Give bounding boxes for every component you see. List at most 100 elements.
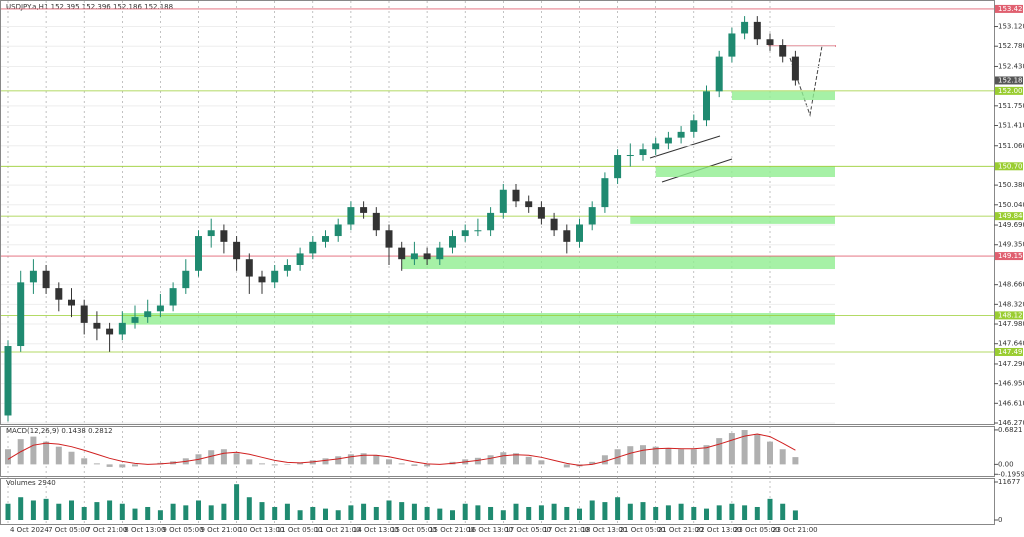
zone xyxy=(630,216,835,224)
volume-bar xyxy=(437,508,443,520)
level-tag xyxy=(995,86,1023,95)
volume-bar xyxy=(69,500,74,520)
volume-bar xyxy=(589,500,595,520)
volume-bar xyxy=(767,498,773,520)
candle-body xyxy=(29,270,37,283)
volume-bar xyxy=(411,503,417,520)
volume-bar xyxy=(196,500,201,520)
macd-bar xyxy=(589,461,596,465)
level-tag xyxy=(995,252,1023,261)
volume-bar xyxy=(234,484,240,520)
macd-bar xyxy=(284,464,291,465)
volume-bar xyxy=(170,503,176,520)
candle-body xyxy=(741,21,749,34)
x-tick-label: 18 Oct 13:00 xyxy=(582,526,628,534)
volume-bar xyxy=(323,508,328,520)
y-tick-label: 148.660 xyxy=(998,281,1024,289)
macd-bar xyxy=(525,456,532,465)
macd-bar xyxy=(81,458,88,465)
volume-bar xyxy=(132,508,138,520)
zone xyxy=(122,313,836,325)
volume-bar xyxy=(43,498,49,520)
candle-body xyxy=(68,299,75,306)
volume-bar xyxy=(221,503,227,520)
volume-bar xyxy=(704,508,709,520)
main-frame xyxy=(0,0,995,425)
macd-bar xyxy=(678,449,685,465)
x-tick-label: 9 Oct 05:00 xyxy=(162,526,203,534)
candle-body xyxy=(652,143,660,150)
macd-bar xyxy=(640,445,646,465)
macd-bar xyxy=(55,446,62,465)
y-tick-label: 150.040 xyxy=(998,201,1024,209)
volume-bar xyxy=(81,506,87,520)
candle-body xyxy=(525,201,533,208)
volume-bar xyxy=(729,503,735,520)
candle-body xyxy=(118,322,126,335)
macd-bar xyxy=(754,434,761,465)
volume-bar xyxy=(462,503,468,520)
volume-bar xyxy=(361,503,367,520)
macd-bar xyxy=(132,464,138,467)
candle-body xyxy=(398,247,406,260)
candle-body xyxy=(309,241,317,254)
macd-bar xyxy=(208,450,215,465)
volume-bar xyxy=(5,503,11,520)
macd-bar xyxy=(68,451,75,465)
candle-body xyxy=(55,288,63,300)
volume-label: Volumes 2940 xyxy=(6,479,56,487)
macd-bar xyxy=(309,460,316,465)
candle-body xyxy=(487,212,495,231)
macd-bar xyxy=(563,464,570,468)
candle-body xyxy=(144,311,152,318)
candle-body xyxy=(169,288,177,306)
volume-bar xyxy=(754,506,760,520)
x-tick-label: 17 Oct 21:00 xyxy=(543,526,589,534)
macd-bar xyxy=(500,452,507,465)
x-tick-label: 14 Oct 13:00 xyxy=(353,526,399,534)
volume-bar xyxy=(30,500,36,520)
x-tick-label: 15 Oct 05:00 xyxy=(391,526,437,534)
candle-body xyxy=(195,236,202,271)
volume-bar xyxy=(792,510,798,520)
candle-body xyxy=(156,305,164,312)
candle-body xyxy=(474,230,482,232)
volume-bar xyxy=(742,505,748,520)
candle-body xyxy=(360,207,368,213)
level-tag xyxy=(995,347,1023,356)
volume-bar xyxy=(526,506,532,520)
macd-bar xyxy=(220,449,227,465)
x-tick-label: 21 Oct 21:00 xyxy=(658,526,704,534)
macd-bar xyxy=(373,455,380,465)
volume-bar xyxy=(716,505,722,520)
y-tick-label: 146.950 xyxy=(998,380,1024,388)
volume-bar xyxy=(246,497,252,520)
channel-line xyxy=(649,135,721,159)
level-tag xyxy=(995,212,1023,221)
y-tick-label: 146.270 xyxy=(998,419,1024,427)
x-tick-label: 7 Oct 05:00 xyxy=(48,526,89,534)
macd-bar xyxy=(233,453,240,465)
macd-bar xyxy=(424,464,431,467)
macd-frame xyxy=(0,426,995,477)
candle-body xyxy=(207,230,215,237)
y-tick-label: 152.780 xyxy=(998,42,1024,50)
level-tag xyxy=(995,162,1023,171)
volume-bar xyxy=(297,510,303,520)
candle-body xyxy=(347,207,355,225)
macd-bar xyxy=(297,462,304,465)
volume-bar xyxy=(310,506,316,520)
candle-body xyxy=(233,241,241,260)
volume-bar xyxy=(678,503,684,520)
y-tick-label: 147.980 xyxy=(998,320,1024,328)
x-tick-label: 11 Oct 05:00 xyxy=(277,526,323,534)
candle-body xyxy=(614,155,622,179)
macd-bar xyxy=(690,449,697,465)
candle-body xyxy=(779,45,787,57)
macd-bar xyxy=(741,430,748,465)
level-tag xyxy=(995,311,1023,320)
candle-body xyxy=(639,149,647,156)
candle-body xyxy=(4,346,12,416)
